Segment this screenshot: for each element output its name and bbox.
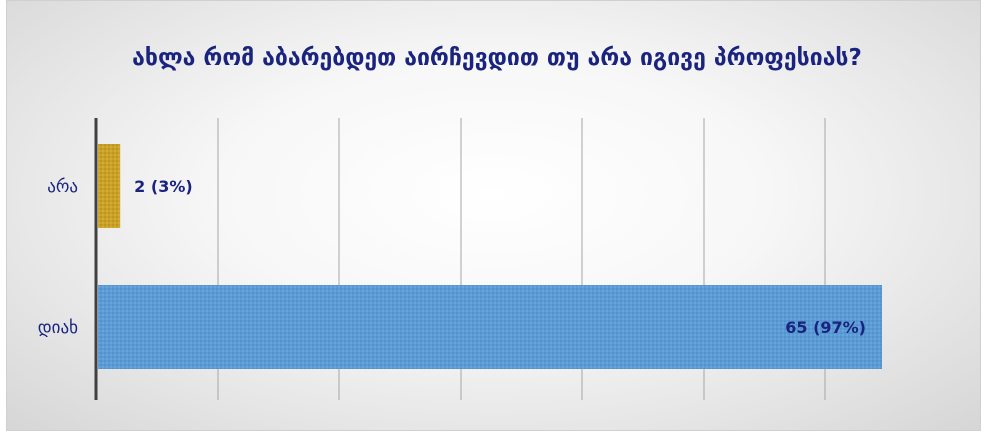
bar-2 [98, 285, 882, 369]
category-label-2: დიახ [38, 318, 78, 338]
chart-title: ახლა რომ აბარებდეთ აირჩევდით თუ არა იგივ… [132, 45, 862, 71]
category-label-1: არა [47, 177, 78, 197]
data-label-2: 65 (97%) [785, 318, 866, 337]
bars [98, 144, 882, 369]
bar-1 [98, 144, 121, 228]
labels: არა 2 (3%) დიახ 65 (97%) [38, 177, 866, 338]
data-label-1: 2 (3%) [134, 177, 193, 196]
